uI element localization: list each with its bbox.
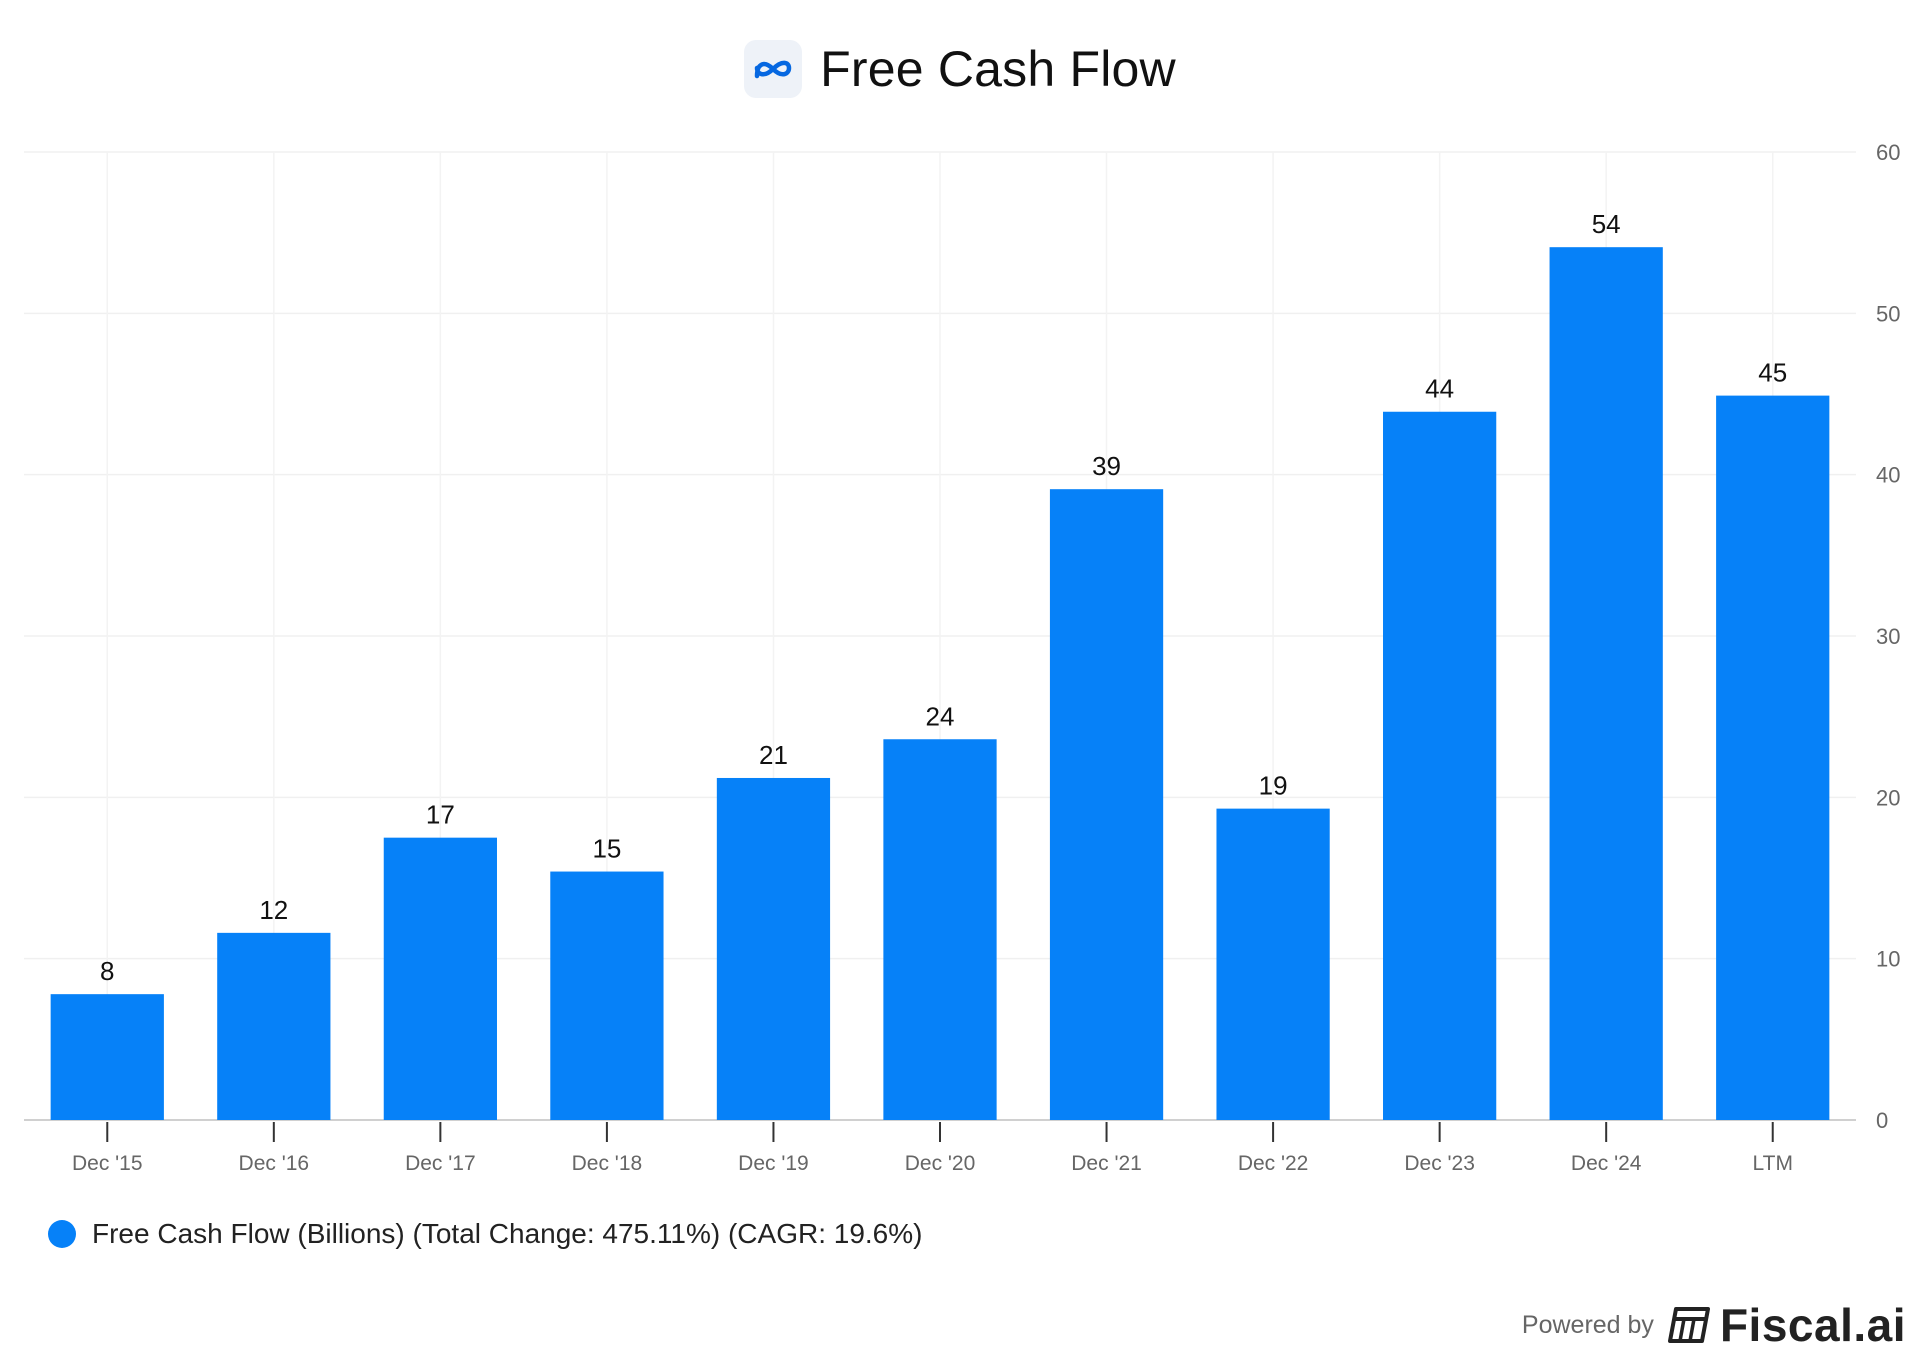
y-tick-label: 20 — [1876, 785, 1900, 810]
y-tick-label: 50 — [1876, 301, 1900, 326]
data-label: 21 — [759, 740, 788, 770]
bar — [1049, 489, 1164, 1121]
fiscal-brand-name: Fiscal.ai — [1719, 1299, 1906, 1351]
x-tick-label: Dec '19 — [738, 1152, 809, 1175]
data-labels: 8 12 17 15 21 24 39 19 44 54 45 — [100, 209, 1787, 986]
y-tick-label: 10 — [1876, 947, 1900, 972]
bar — [1716, 395, 1830, 1120]
y-axis: 0 10 20 30 40 50 60 — [1876, 140, 1900, 1133]
data-label: 15 — [592, 834, 621, 864]
y-tick-label: 60 — [1876, 140, 1900, 165]
data-label: 8 — [100, 956, 114, 986]
bar — [550, 871, 664, 1120]
fiscal-logo-icon — [1667, 1307, 1710, 1343]
x-tick-label: Dec '22 — [1238, 1152, 1309, 1175]
x-tick-label: LTM — [1753, 1152, 1793, 1175]
powered-by-text: Powered by — [1521, 1310, 1654, 1339]
y-tick-label: 40 — [1876, 463, 1900, 488]
legend-label: Free Cash Flow (Billions) (Total Change:… — [92, 1218, 923, 1249]
data-label: 45 — [1758, 358, 1787, 388]
legend[interactable]: Free Cash Flow (Billions) (Total Change:… — [48, 1218, 922, 1250]
bars — [50, 247, 1830, 1121]
powered-by[interactable]: Powered by Fiscal.ai — [1522, 1298, 1906, 1352]
data-label: 19 — [1259, 771, 1288, 801]
data-label: 44 — [1425, 374, 1454, 404]
data-label: 39 — [1092, 451, 1121, 481]
fiscal-logo: Fiscal.ai — [1666, 1298, 1906, 1352]
data-label: 54 — [1592, 209, 1621, 239]
bar — [383, 837, 497, 1120]
x-tick-label: Dec '15 — [72, 1152, 143, 1175]
bar — [50, 994, 164, 1120]
x-tick-label: Dec '21 — [1071, 1152, 1142, 1175]
x-tick-label: Dec '16 — [239, 1152, 310, 1175]
x-tick-label: Dec '18 — [572, 1152, 643, 1175]
y-tick-label: 30 — [1876, 624, 1900, 649]
data-label: 12 — [259, 895, 288, 925]
data-label: 17 — [426, 800, 455, 830]
y-tick-label: 0 — [1876, 1108, 1888, 1133]
bar — [1549, 247, 1663, 1121]
bar — [1216, 808, 1330, 1120]
meta-logo-icon — [744, 40, 803, 98]
x-tick-label: Dec '20 — [905, 1152, 976, 1175]
bar — [716, 777, 831, 1120]
data-label: 24 — [926, 701, 955, 731]
x-tick-label: Dec '23 — [1404, 1152, 1475, 1175]
x-tick-label: Dec '17 — [405, 1152, 476, 1175]
chart-title: Free Cash Flow — [820, 41, 1176, 97]
x-tick-label: Dec '24 — [1571, 1152, 1642, 1175]
bar — [217, 932, 331, 1120]
chart-header: Free Cash Flow — [0, 40, 1920, 98]
x-axis: Dec '15 Dec '16 Dec '17 Dec '18 Dec '19 Dec '… — [72, 1122, 1793, 1175]
bar — [883, 739, 997, 1120]
bar — [1383, 411, 1497, 1120]
legend-marker — [48, 1220, 76, 1248]
